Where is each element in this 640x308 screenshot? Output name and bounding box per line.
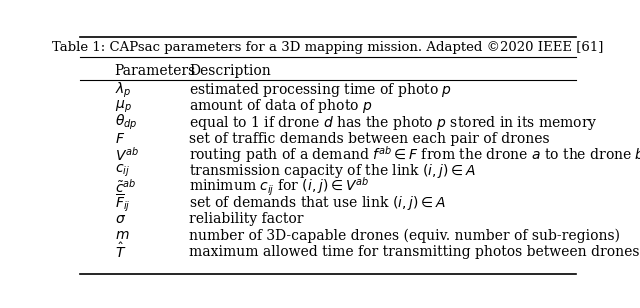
Text: transmission capacity of the link $(i, j) \in A$: transmission capacity of the link $(i, j…: [189, 162, 476, 180]
Text: set of traffic demands between each pair of drones: set of traffic demands between each pair…: [189, 132, 550, 146]
Text: equal to 1 if drone $d$ has the photo $p$ stored in its memory: equal to 1 if drone $d$ has the photo $p…: [189, 114, 598, 132]
Text: reliability factor: reliability factor: [189, 212, 303, 226]
Text: routing path of a demand $f^{ab} \in F$ from the drone $a$ to the drone $b$: routing path of a demand $f^{ab} \in F$ …: [189, 144, 640, 165]
Text: number of 3D-capable drones (equiv. number of sub-regions): number of 3D-capable drones (equiv. numb…: [189, 228, 620, 243]
Text: Description: Description: [189, 64, 271, 78]
Text: $\lambda_p$: $\lambda_p$: [115, 81, 131, 100]
Text: estimated processing time of photo $p$: estimated processing time of photo $p$: [189, 81, 452, 99]
Text: $V^{ab}$: $V^{ab}$: [115, 146, 139, 164]
Text: $\tilde{c}^{ab}$: $\tilde{c}^{ab}$: [115, 178, 136, 196]
Text: set of demands that use link $(i, j) \in A$: set of demands that use link $(i, j) \in…: [189, 194, 446, 212]
Text: amount of data of photo $p$: amount of data of photo $p$: [189, 97, 372, 116]
Text: $\theta_{dp}$: $\theta_{dp}$: [115, 113, 137, 132]
Text: $m$: $m$: [115, 229, 129, 242]
Text: Table 1: CAPsac parameters for a 3D mapping mission. Adapted ©2020 IEEE [61]: Table 1: CAPsac parameters for a 3D mapp…: [52, 41, 604, 54]
Text: $\hat{T}$: $\hat{T}$: [115, 242, 126, 261]
Text: $\mu_p$: $\mu_p$: [115, 98, 131, 115]
Text: maximum allowed time for transmitting photos between drones: maximum allowed time for transmitting ph…: [189, 245, 639, 259]
Text: $\sigma$: $\sigma$: [115, 212, 126, 226]
Text: Parameters: Parameters: [115, 64, 196, 78]
Text: $c_{ij}$: $c_{ij}$: [115, 163, 130, 179]
Text: $F$: $F$: [115, 132, 125, 146]
Text: $\overline{F}_{ij}$: $\overline{F}_{ij}$: [115, 192, 131, 214]
Text: minimum $c_{ij}$ for $(i, j) \in V^{ab}$: minimum $c_{ij}$ for $(i, j) \in V^{ab}$: [189, 176, 369, 198]
